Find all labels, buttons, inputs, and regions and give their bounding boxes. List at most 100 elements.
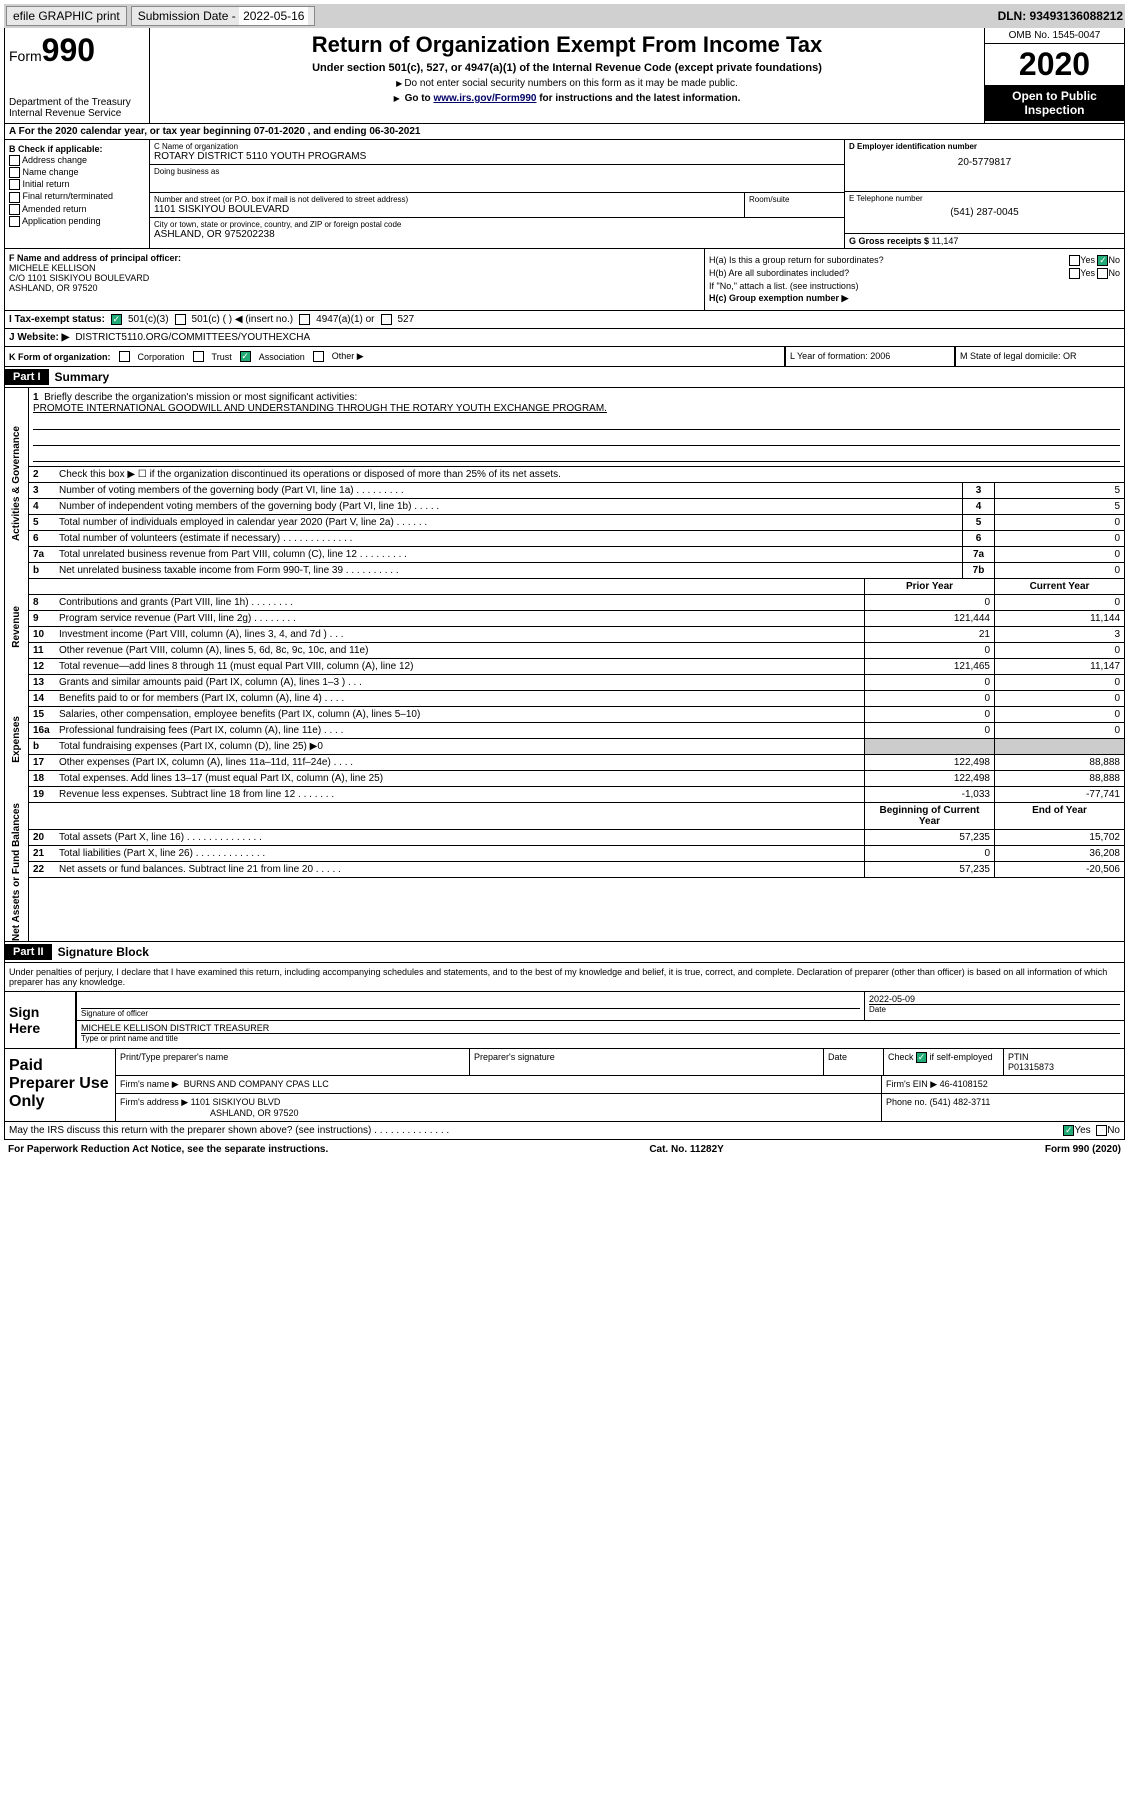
row-a-tax-year: A For the 2020 calendar year, or tax yea…	[4, 124, 1125, 140]
prep-sig: Preparer's signature	[470, 1049, 824, 1075]
gov-line-b: bNet unrelated business taxable income f…	[29, 563, 1124, 579]
col-b-checkboxes: B Check if applicable: Address change Na…	[5, 140, 150, 248]
row-j-website: J Website: ▶ DISTRICT5110.ORG/COMMITTEES…	[4, 329, 1125, 347]
section-governance: Activities & Governance 1 Briefly descri…	[4, 388, 1125, 579]
irs-discuss-row: May the IRS discuss this return with the…	[4, 1122, 1125, 1140]
header-mid: Return of Organization Exempt From Incom…	[150, 28, 984, 123]
ha-no[interactable]: ✓	[1097, 255, 1108, 266]
col-h: H(a) Is this a group return for subordin…	[704, 249, 1124, 310]
exp-line-17: 17Other expenses (Part IX, column (A), l…	[29, 755, 1124, 771]
firm-phone: Phone no. (541) 482-3711	[882, 1094, 1124, 1121]
col-c: C Name of organization ROTARY DISTRICT 5…	[150, 140, 844, 248]
vlabel-netassets: Net Assets or Fund Balances	[5, 803, 29, 941]
officer-signature[interactable]: Signature of officer	[77, 992, 864, 1020]
note-ssn: Do not enter social security numbers on …	[154, 78, 980, 89]
officer-name: MICHELE KELLISON DISTRICT TREASURER Type…	[77, 1021, 1124, 1045]
cat-number: Cat. No. 11282Y	[649, 1144, 723, 1155]
sign-here-label: Sign Here	[5, 992, 75, 1048]
gov-line-3: 3Number of voting members of the governi…	[29, 483, 1124, 499]
block-bcd: B Check if applicable: Address change Na…	[4, 140, 1125, 249]
prep-name: Print/Type preparer's name	[116, 1049, 470, 1075]
row-i-tax-status: I Tax-exempt status: ✓501(c)(3) 501(c) (…	[4, 311, 1125, 329]
hb-note: If "No," attach a list. (see instruction…	[709, 281, 1120, 291]
chk-initial-return[interactable]: Initial return	[9, 179, 145, 190]
gov-line-5: 5Total number of individuals employed in…	[29, 515, 1124, 531]
exp-line-16a: 16aProfessional fundraising fees (Part I…	[29, 723, 1124, 739]
gross-cell: G Gross receipts $ 11,147	[845, 234, 1124, 248]
part2-header: Part II Signature Block	[4, 942, 1125, 963]
sig-date: 2022-05-09 Date	[864, 992, 1124, 1020]
chk-final-return[interactable]: Final return/terminated	[9, 191, 145, 202]
page-footer: For Paperwork Reduction Act Notice, see …	[4, 1140, 1125, 1159]
gov-line-6: 6Total number of volunteers (estimate if…	[29, 531, 1124, 547]
hb-yes[interactable]	[1069, 268, 1080, 279]
chk-other[interactable]	[313, 351, 324, 362]
col-d: D Employer identification number 20-5779…	[844, 140, 1124, 248]
sign-here-block: Sign Here Signature of officer 2022-05-0…	[4, 992, 1125, 1049]
prep-date: Date	[824, 1049, 884, 1075]
chk-amended-return[interactable]: Amended return	[9, 204, 145, 215]
paperwork-notice: For Paperwork Reduction Act Notice, see …	[8, 1144, 328, 1155]
mission-block: 1 Briefly describe the organization's mi…	[29, 388, 1124, 467]
exp-line-19: 19Revenue less expenses. Subtract line 1…	[29, 787, 1124, 803]
line-2: 2Check this box ▶ ☐ if the organization …	[29, 467, 1124, 483]
omb-number: OMB No. 1545-0047	[985, 28, 1124, 44]
exp-line-15: 15Salaries, other compensation, employee…	[29, 707, 1124, 723]
city-cell: City or town, state or province, country…	[150, 218, 844, 242]
open-inspection: Open to Public Inspection	[985, 85, 1124, 121]
rev-line-9: 9Program service revenue (Part VIII, lin…	[29, 611, 1124, 627]
tel-cell: E Telephone number (541) 287-0045	[845, 192, 1124, 234]
ha-yes[interactable]	[1069, 255, 1080, 266]
net-line-22: 22Net assets or fund balances. Subtract …	[29, 862, 1124, 878]
chk-assoc[interactable]: ✓	[240, 351, 251, 362]
section-expenses: Expenses 13Grants and similar amounts pa…	[4, 675, 1125, 803]
chk-application-pending[interactable]: Application pending	[9, 216, 145, 227]
submission-date: Submission Date - 2022-05-16	[131, 6, 316, 26]
chk-name-change[interactable]: Name change	[9, 167, 145, 178]
prep-selfemp: Check ✓ if self-employed	[884, 1049, 1004, 1075]
prep-ptin: PTINP01315873	[1004, 1049, 1124, 1075]
street-cell: Number and street (or P.O. box if mail i…	[150, 193, 744, 218]
col-f-officer: F Name and address of principal officer:…	[5, 249, 704, 310]
net-line-21: 21Total liabilities (Part X, line 26) . …	[29, 846, 1124, 862]
top-toolbar: efile GRAPHIC print Submission Date - 20…	[4, 4, 1125, 28]
discuss-yes[interactable]: ✓	[1063, 1125, 1074, 1136]
form-title: Return of Organization Exempt From Incom…	[154, 32, 980, 58]
ein-cell: D Employer identification number 20-5779…	[845, 140, 1124, 192]
vlabel-revenue: Revenue	[5, 579, 29, 675]
part1-header: Part I Summary	[4, 367, 1125, 388]
section-revenue: Revenue Prior Year Current Year 8Contrib…	[4, 579, 1125, 675]
dept-treasury: Department of the Treasury Internal Reve…	[9, 97, 145, 119]
form-header: Form990 Department of the Treasury Inter…	[4, 28, 1125, 124]
firm-ein: Firm's EIN ▶ 46-4108152	[882, 1076, 1124, 1093]
chk-corp[interactable]	[119, 351, 130, 362]
chk-527[interactable]	[381, 314, 392, 325]
form-ref: Form 990 (2020)	[1045, 1144, 1121, 1155]
chk-self-employed[interactable]: ✓	[916, 1052, 927, 1063]
exp-line-14: 14Benefits paid to or for members (Part …	[29, 691, 1124, 707]
rev-header-row: Prior Year Current Year	[29, 579, 1124, 595]
chk-address-change[interactable]: Address change	[9, 155, 145, 166]
irs-link[interactable]: www.irs.gov/Form990	[433, 93, 536, 104]
net-line-20: 20Total assets (Part X, line 16) . . . .…	[29, 830, 1124, 846]
dba-cell: Doing business as	[150, 165, 844, 193]
chk-4947[interactable]	[299, 314, 310, 325]
form-subtitle: Under section 501(c), 527, or 4947(a)(1)…	[154, 62, 980, 74]
hb-no[interactable]	[1097, 268, 1108, 279]
block-fh: F Name and address of principal officer:…	[4, 249, 1125, 311]
discuss-no[interactable]	[1096, 1125, 1107, 1136]
gov-line-7a: 7aTotal unrelated business revenue from …	[29, 547, 1124, 563]
efile-print-button[interactable]: efile GRAPHIC print	[6, 6, 127, 26]
rev-line-12: 12Total revenue—add lines 8 through 11 (…	[29, 659, 1124, 675]
cell-l: L Year of formation: 2006	[785, 347, 955, 367]
h-b: H(b) Are all subordinates included? Yes …	[709, 268, 1120, 279]
chk-501c[interactable]	[175, 314, 186, 325]
exp-line-b: bTotal fundraising expenses (Part IX, co…	[29, 739, 1124, 755]
note-link: Go to www.irs.gov/Form990 for instructio…	[154, 93, 980, 104]
header-right: OMB No. 1545-0047 2020 Open to Public In…	[984, 28, 1124, 123]
chk-trust[interactable]	[193, 351, 204, 362]
rev-line-8: 8Contributions and grants (Part VIII, li…	[29, 595, 1124, 611]
vlabel-expenses: Expenses	[5, 675, 29, 803]
paid-preparer-label: Paid Preparer Use Only	[5, 1049, 115, 1121]
chk-501c3[interactable]: ✓	[111, 314, 122, 325]
